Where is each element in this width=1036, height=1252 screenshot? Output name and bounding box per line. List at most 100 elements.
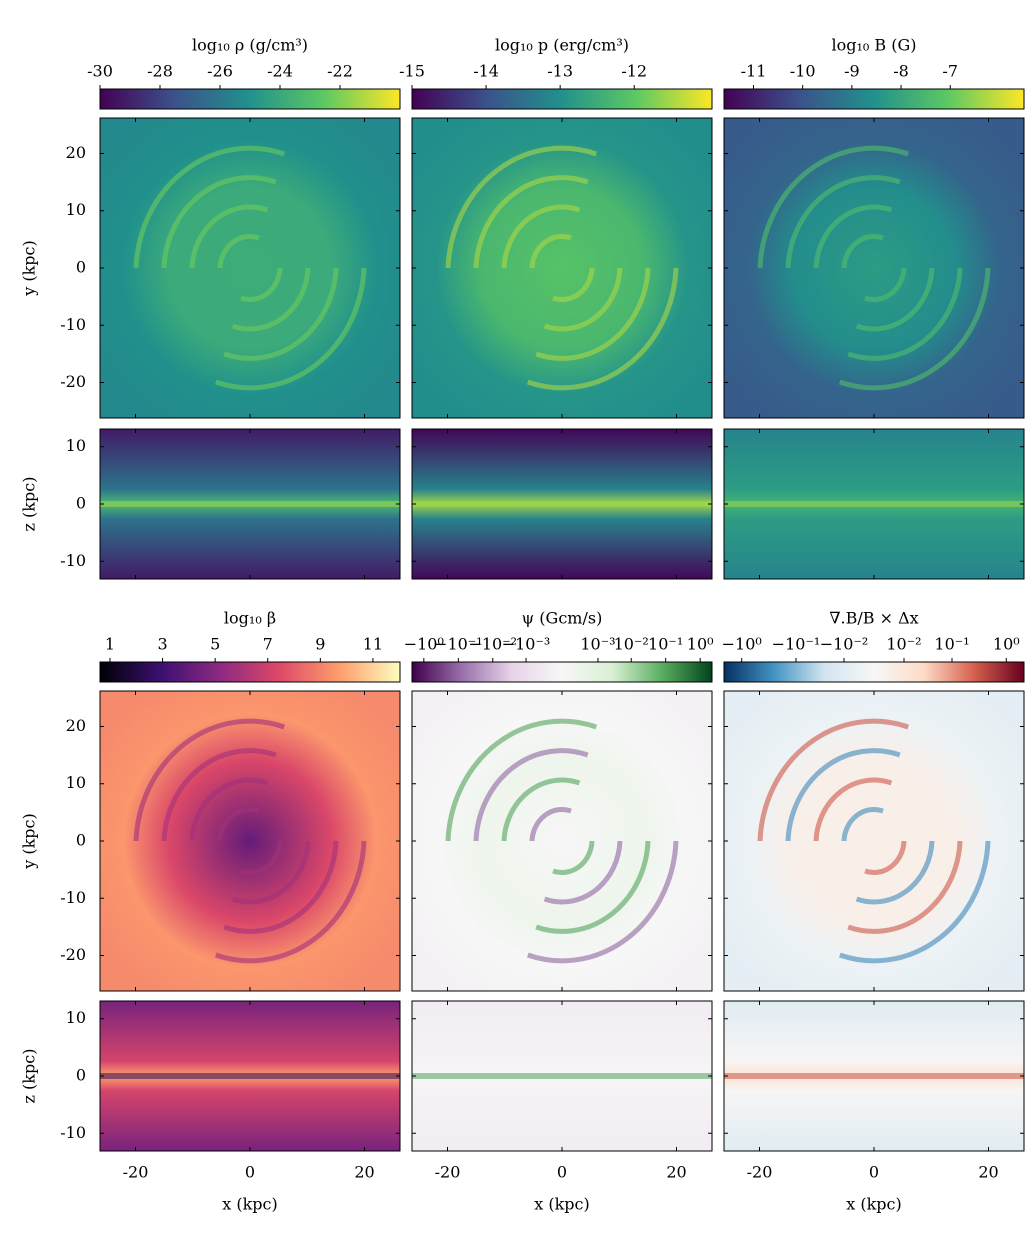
- z-tick-label: 0: [76, 1066, 86, 1085]
- spiral-arm: [864, 840, 907, 876]
- spiral-arm: [445, 145, 598, 269]
- colorbar-tick-label: 10⁻³: [580, 635, 615, 654]
- z-axis-label: z (kpc): [20, 1049, 39, 1104]
- colorbar-tick-label: -9: [844, 62, 860, 81]
- y-tick-label: 10: [66, 773, 86, 792]
- colorbar-tick-label: -30: [87, 62, 113, 81]
- colorbar-tick-label: −10⁰: [404, 635, 444, 654]
- spiral-arm: [214, 840, 367, 964]
- spiral-arm: [847, 267, 963, 361]
- spiral-arm: [526, 840, 679, 964]
- y-tick-label: -20: [60, 945, 86, 964]
- spiral-arm: [529, 806, 572, 842]
- midplane: [100, 1073, 400, 1079]
- colorbar-label: log₁₀ p (erg/cm³): [495, 36, 629, 55]
- spiral-arm: [529, 233, 572, 269]
- colorbar: [723, 661, 1025, 683]
- spiral-arm: [240, 840, 283, 876]
- colorbar-tick-label: -7: [942, 62, 958, 81]
- spiral-arm: [535, 267, 651, 361]
- y-tick-label: 0: [76, 831, 86, 850]
- colorbar-tick-label: 10⁻¹: [648, 635, 683, 654]
- spiral-arm: [757, 145, 910, 269]
- colorbar-tick-label: −10⁻³: [502, 635, 551, 654]
- colorbar-tick-label: −10⁻¹: [772, 635, 821, 654]
- face-on-map: [724, 118, 1024, 418]
- midplane: [412, 1073, 712, 1079]
- spiral-arm: [855, 267, 935, 332]
- spiral-arm: [231, 267, 311, 332]
- x-tick-label: 20: [666, 1163, 686, 1182]
- spiral-arm: [133, 145, 286, 269]
- x-axis-label: x (kpc): [846, 1195, 902, 1214]
- spiral-arm: [855, 840, 935, 905]
- colorbar-label: log₁₀ B (G): [831, 36, 916, 55]
- x-tick-label: 0: [557, 1163, 567, 1182]
- spiral-arm: [864, 267, 907, 303]
- spiral-arm: [847, 840, 963, 934]
- spiral-arm: [161, 175, 277, 269]
- y-tick-label: 10: [66, 200, 86, 219]
- colorbar-tick-label: -15: [399, 62, 425, 81]
- y-tick-label: 20: [66, 143, 86, 162]
- x-tick-label: 0: [869, 1163, 879, 1182]
- face-on-map: [724, 691, 1024, 991]
- x-tick-label: -20: [747, 1163, 773, 1182]
- y-tick-label: 20: [66, 716, 86, 735]
- colorbar-tick-label: −10⁰: [722, 635, 762, 654]
- spiral-arm: [214, 267, 367, 391]
- spiral-arm: [813, 777, 893, 842]
- spiral-arm: [838, 840, 991, 964]
- x-tick-label: 20: [354, 1163, 374, 1182]
- colorbar-tick-label: −10⁻¹: [434, 635, 483, 654]
- colorbar-tick-label: -26: [207, 62, 233, 81]
- colorbar-tick-label: -14: [473, 62, 499, 81]
- spiral-arm: [133, 718, 286, 842]
- y-tick-label: -10: [60, 315, 86, 334]
- colorbar-tick-label: 10⁰: [687, 635, 714, 654]
- spiral-arm: [552, 840, 595, 876]
- z-axis-label: z (kpc): [20, 477, 39, 532]
- colorbar-tick-label: 10⁻¹: [934, 635, 969, 654]
- y-tick-label: 0: [76, 258, 86, 277]
- spiral-arm: [217, 806, 260, 842]
- spiral-arm: [543, 267, 623, 332]
- colorbar-tick-label: 1: [105, 635, 115, 654]
- spiral-arm: [841, 806, 884, 842]
- colorbar-tick-label: 3: [157, 635, 167, 654]
- spiral-arm: [785, 175, 901, 269]
- spiral-arm: [501, 777, 581, 842]
- colorbar-label: ψ (Gcm/s): [522, 609, 603, 628]
- x-axis-label: x (kpc): [534, 1195, 590, 1214]
- face-on-map: [100, 118, 400, 418]
- colorbar-tick-label: 10⁰: [993, 635, 1020, 654]
- z-tick-label: -10: [60, 551, 86, 570]
- colorbar-tick-label: 11: [363, 635, 383, 654]
- colorbar: [723, 88, 1025, 110]
- spiral-arm: [161, 748, 277, 842]
- x-tick-label: -20: [435, 1163, 461, 1182]
- spiral-arm: [189, 777, 269, 842]
- y-tick-label: -20: [60, 372, 86, 391]
- colorbar-tick-label: -22: [327, 62, 353, 81]
- colorbar-tick-label: -12: [621, 62, 647, 81]
- face-on-map: [100, 691, 400, 991]
- colorbar-label: ∇.B/B × Δx: [829, 609, 918, 628]
- y-axis-label: y (kpc): [20, 240, 39, 297]
- colorbar-tick-label: -24: [267, 62, 293, 81]
- colorbar: [99, 88, 401, 110]
- colorbar: [99, 661, 401, 683]
- y-axis-label: y (kpc): [20, 813, 39, 870]
- spiral-arm: [501, 204, 581, 269]
- colorbar-tick-label: -8: [893, 62, 909, 81]
- face-on-map: [412, 118, 712, 418]
- spiral-arm: [838, 267, 991, 391]
- spiral-arm: [543, 840, 623, 905]
- z-tick-label: 10: [66, 436, 86, 455]
- colorbar-tick-label: −10⁻²: [820, 635, 869, 654]
- z-tick-label: -10: [60, 1123, 86, 1142]
- spiral-arm: [223, 267, 339, 361]
- colorbar-tick-label: -13: [547, 62, 573, 81]
- spiral-arm: [552, 267, 595, 303]
